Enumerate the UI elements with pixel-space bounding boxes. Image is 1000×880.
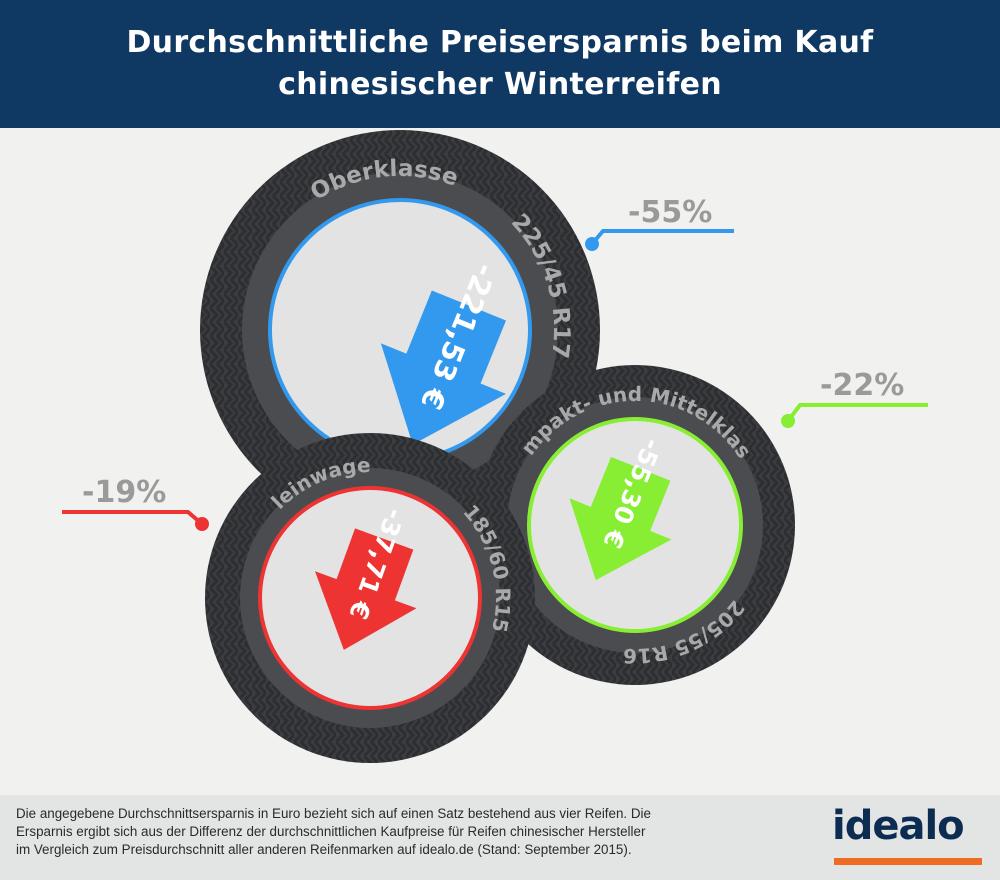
footnote: Die angegebene Durchschnittsersparnis in… <box>16 805 796 859</box>
page-title: Durchschnittliche Preisersparnis beim Ka… <box>0 22 1000 106</box>
percent-label: -19% <box>82 475 166 510</box>
percent-label: -22% <box>820 368 904 403</box>
saving-arrow-shape <box>314 528 417 650</box>
percent-leader-dot <box>195 517 209 531</box>
percent-callout-kleinwagen: -19% <box>62 475 209 531</box>
percent-label: -55% <box>628 195 712 230</box>
percent-leader-line <box>590 229 734 246</box>
footnote-line-3: im Vergleich zum Preisdurchschnitt aller… <box>16 842 632 857</box>
brand-logo: idealo <box>832 803 965 849</box>
saving-arrow-shape <box>569 456 672 581</box>
footnote-line-2: Ersparnis ergibt sich aus der Differenz … <box>16 824 646 839</box>
footer: Die angegebene Durchschnittsersparnis in… <box>0 795 1000 880</box>
percent-callout-oberklasse: -55% <box>585 195 734 251</box>
footnote-line-1: Die angegebene Durchschnittsersparnis in… <box>16 806 651 821</box>
percent-leader-line <box>786 403 928 423</box>
header-banner: Durchschnittliche Preisersparnis beim Ka… <box>0 0 1000 128</box>
percent-callout-kompakt-und-mittelklasse: -22% <box>781 368 928 428</box>
title-line-1: Durchschnittliche Preisersparnis beim Ka… <box>126 25 874 60</box>
percent-leader-line <box>62 510 204 526</box>
saving-arrow-shape <box>380 290 507 445</box>
percent-leader-dot <box>781 414 795 428</box>
percent-leader-dot <box>585 237 599 251</box>
title-line-2: chinesischer Winterreifen <box>278 67 722 102</box>
brand-logo-underline <box>834 858 982 865</box>
saving-arrow-kleinwagen: -37,71 € <box>314 505 417 650</box>
